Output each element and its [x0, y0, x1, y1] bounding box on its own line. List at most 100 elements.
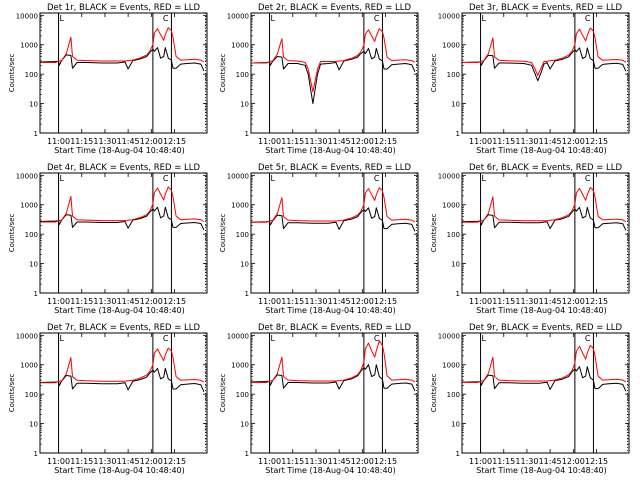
events-series-line — [250, 364, 416, 392]
plot-frame — [250, 12, 419, 134]
plot-frame — [39, 332, 208, 454]
marker-label-l: L — [482, 14, 487, 23]
marker-label-c: C — [374, 14, 380, 23]
x-tick-label: 11:30 — [515, 137, 538, 146]
x-tick-label: 11:30 — [93, 457, 116, 466]
y-tick-label: 10000 — [438, 172, 460, 180]
x-tick-label: 11:15 — [492, 137, 515, 146]
y-tick-label: 10000 — [438, 332, 460, 340]
x-tick-label: 11:00 — [258, 457, 281, 466]
x-tick-label: 12:15 — [163, 297, 186, 306]
y-axis-label: Counts/sec — [219, 214, 227, 253]
marker-label-l: L — [271, 174, 276, 183]
marker-label-l: L — [482, 174, 487, 183]
lld-series-line — [462, 186, 627, 223]
x-tick-label: 11:45 — [539, 457, 562, 466]
x-axis-label: Start Time (18-Aug-04 10:48:40) — [476, 466, 607, 475]
x-tick-label: 11:45 — [328, 137, 351, 146]
events-series-line — [461, 47, 627, 82]
x-tick-label: 11:45 — [328, 297, 351, 306]
x-tick-label: 11:00 — [47, 457, 70, 466]
x-tick-label: 12:00 — [351, 297, 374, 306]
x-tick-label: 11:30 — [93, 137, 116, 146]
panel-title: Det 4r, BLACK = Events, RED = LLD — [47, 163, 201, 173]
y-tick-label: 10 — [240, 261, 249, 269]
y-tick-label: 1 — [456, 450, 460, 458]
events-series-line — [39, 367, 205, 393]
detector-panel-9: Det 9r, BLACK = Events, RED = LLD 1 10 100 1… — [430, 323, 630, 475]
x-tick-label: 11:30 — [515, 297, 538, 306]
plot-frame — [39, 172, 208, 294]
y-tick-label: 1000 — [231, 202, 249, 210]
detector-panel-7: Det 7r, BLACK = Events, RED = LLD 1 10 100 1… — [8, 323, 208, 475]
x-axis-label: Start Time (18-Aug-04 10:48:40) — [265, 306, 396, 315]
lld-series-line — [462, 344, 627, 383]
y-tick-label: 1 — [245, 130, 249, 138]
detector-panel-8: Det 8r, BLACK = Events, RED = LLD 1 10 100 1… — [219, 323, 419, 475]
y-tick-label: 10000 — [16, 332, 38, 340]
marker-label-c: C — [585, 14, 591, 23]
panel-title: Det 3r, BLACK = Events, RED = LLD — [469, 3, 623, 13]
lld-series-line — [40, 347, 205, 384]
y-tick-label: 10000 — [227, 332, 249, 340]
x-tick-label: 11:00 — [258, 137, 281, 146]
panel-title: Det 7r, BLACK = Events, RED = LLD — [47, 323, 201, 333]
marker-label-l: L — [271, 14, 276, 23]
x-tick-label: 11:00 — [469, 457, 492, 466]
x-tick-label: 11:00 — [47, 137, 70, 146]
y-tick-label: 1 — [456, 130, 460, 138]
detector-panel-2: Det 2r, BLACK = Events, RED = LLD 1 10 100 1… — [219, 3, 419, 155]
events-series-line — [39, 47, 205, 72]
x-tick-label: 11:45 — [117, 457, 140, 466]
x-axis-label: Start Time (18-Aug-04 10:48:40) — [265, 466, 396, 475]
y-axis-label: Counts/sec — [430, 214, 438, 253]
x-tick-label: 11:15 — [281, 137, 304, 146]
y-tick-label: 10 — [29, 101, 38, 109]
x-tick-label: 11:00 — [47, 297, 70, 306]
y-tick-label: 100 — [25, 391, 38, 399]
marker-label-c: C — [374, 174, 380, 183]
y-axis-label: Counts/sec — [430, 374, 438, 413]
y-tick-label: 100 — [236, 231, 249, 239]
plot-frame — [250, 332, 419, 454]
events-series-line — [461, 206, 627, 231]
x-tick-label: 12:00 — [562, 297, 585, 306]
lld-series-line — [251, 340, 416, 383]
y-tick-label: 1 — [245, 450, 249, 458]
y-tick-label: 10000 — [16, 12, 38, 20]
y-tick-label: 100 — [25, 71, 38, 79]
x-tick-label: 12:15 — [374, 137, 397, 146]
x-axis-label: Start Time (18-Aug-04 10:48:40) — [265, 146, 396, 155]
x-tick-label: 11:30 — [304, 457, 327, 466]
y-tick-label: 10000 — [16, 172, 38, 180]
x-tick-label: 11:15 — [492, 457, 515, 466]
y-tick-label: 1000 — [20, 202, 38, 210]
y-tick-label: 10 — [451, 421, 460, 429]
x-tick-label: 11:45 — [539, 137, 562, 146]
lld-series-line — [40, 27, 205, 63]
x-tick-label: 11:15 — [70, 457, 93, 466]
panel-title: Det 2r, BLACK = Events, RED = LLD — [258, 3, 412, 13]
marker-label-c: C — [163, 174, 169, 183]
x-tick-label: 11:45 — [117, 137, 140, 146]
panel-title: Det 9r, BLACK = Events, RED = LLD — [469, 323, 623, 333]
x-tick-label: 11:30 — [304, 297, 327, 306]
y-tick-label: 1 — [456, 290, 460, 298]
y-tick-label: 100 — [236, 391, 249, 399]
marker-label-c: C — [585, 174, 591, 183]
y-tick-label: 1000 — [442, 42, 460, 50]
x-tick-label: 12:15 — [163, 457, 186, 466]
x-tick-label: 11:30 — [93, 297, 116, 306]
y-tick-label: 1000 — [20, 362, 38, 370]
y-axis-label: Counts/sec — [430, 54, 438, 93]
y-tick-label: 1 — [245, 290, 249, 298]
plot-frame — [250, 172, 419, 294]
detector-panel-6: Det 6r, BLACK = Events, RED = LLD 1 10 100 1… — [430, 163, 630, 315]
plot-frame — [461, 332, 630, 454]
y-axis-label: Counts/sec — [8, 54, 16, 93]
x-axis-label: Start Time (18-Aug-04 10:48:40) — [476, 146, 607, 155]
y-tick-label: 100 — [447, 391, 460, 399]
lld-series-line — [40, 186, 205, 223]
x-tick-label: 11:00 — [258, 297, 281, 306]
y-tick-label: 1000 — [231, 362, 249, 370]
